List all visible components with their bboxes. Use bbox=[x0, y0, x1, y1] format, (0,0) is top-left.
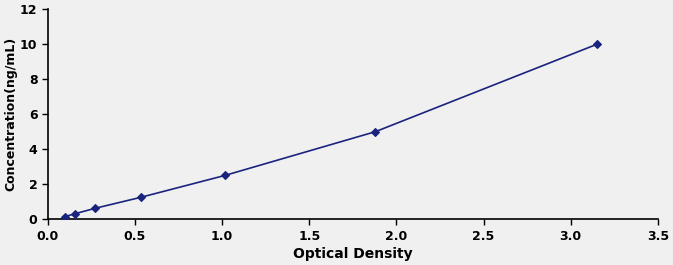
Y-axis label: Concentration(ng/mL): Concentration(ng/mL) bbox=[4, 37, 17, 191]
X-axis label: Optical Density: Optical Density bbox=[293, 247, 413, 261]
